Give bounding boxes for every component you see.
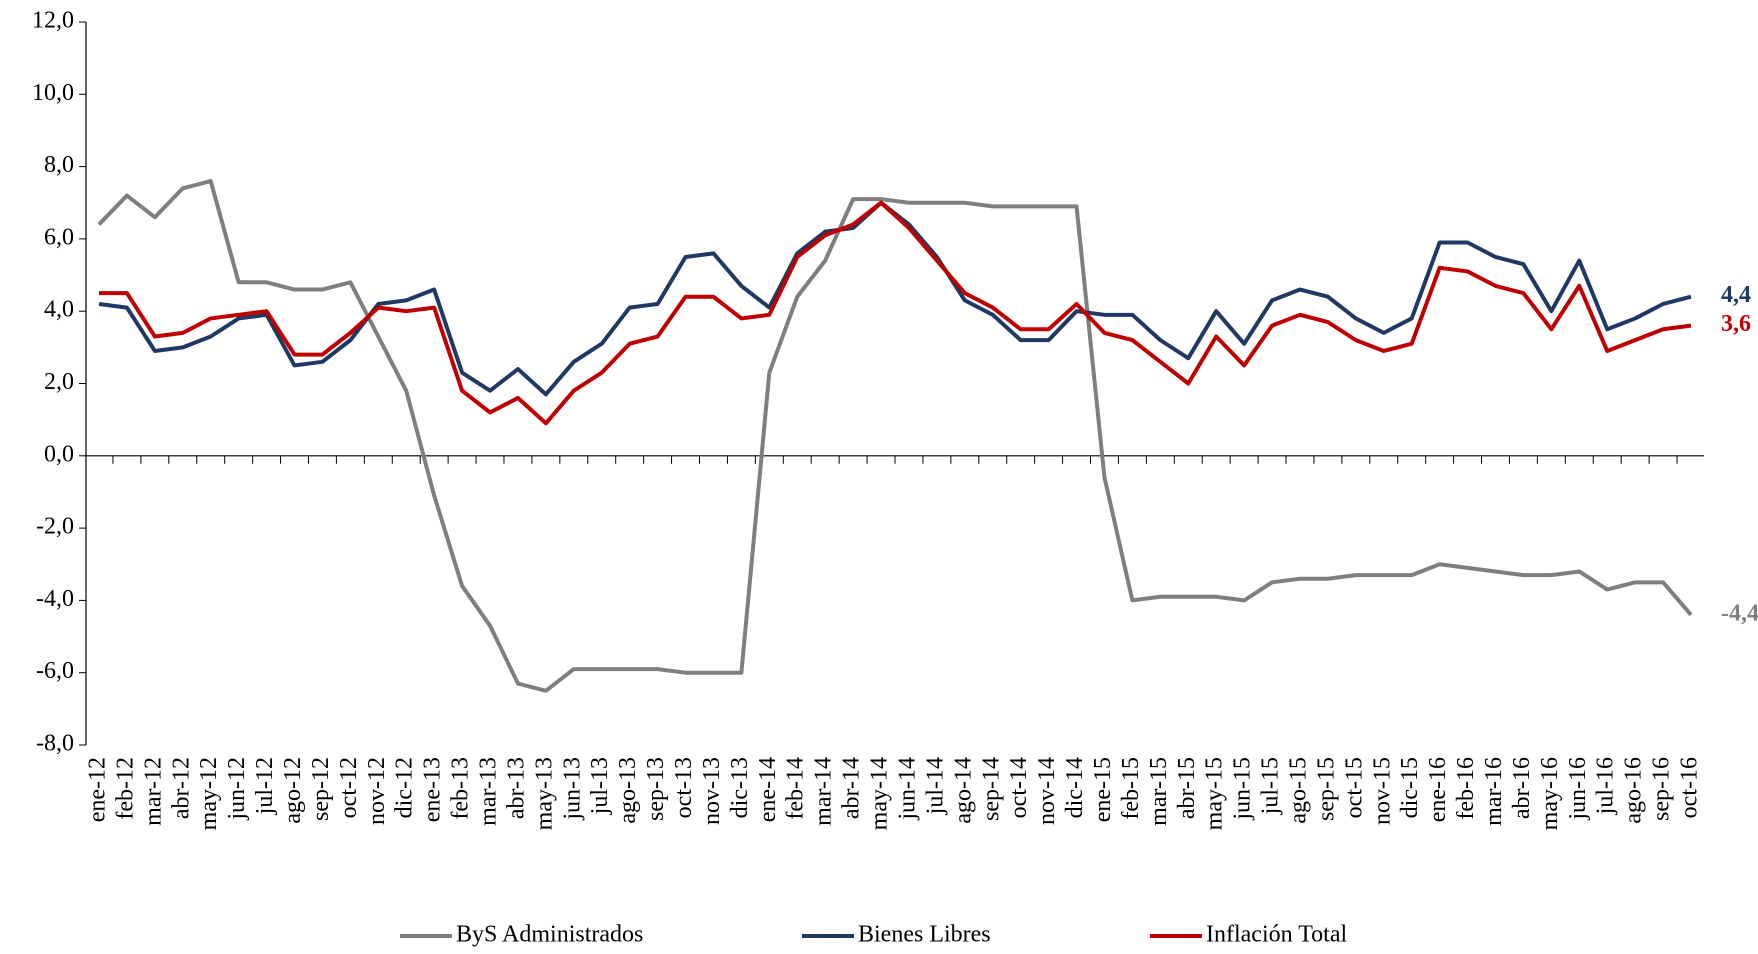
x-tick-label: dic-15	[1397, 757, 1423, 818]
x-tick-label: ago-13	[615, 757, 641, 824]
x-tick-label: ago-16	[1621, 757, 1647, 824]
series-line	[99, 200, 1692, 426]
x-tick-label: jun-14	[894, 757, 920, 821]
x-tick-label: sep-14	[978, 757, 1004, 821]
y-tick-label: 2,0	[44, 369, 74, 395]
x-tick-label: nov-14	[1034, 757, 1060, 825]
x-tick-label: mar-16	[1481, 757, 1507, 826]
x-tick-label: jul-16	[1593, 757, 1619, 815]
x-tick-label: feb-14	[783, 757, 809, 820]
x-tick-label: oct-16	[1677, 757, 1703, 818]
x-tick-label: ene-15	[1090, 757, 1116, 822]
y-tick-label: 0,0	[44, 441, 74, 467]
x-tick-label: ago-15	[1285, 757, 1311, 824]
x-tick-label: ago-12	[280, 757, 306, 824]
x-tick-label: jun-12	[224, 757, 250, 821]
x-tick-label: mar-14	[811, 757, 837, 826]
y-tick-label: 8,0	[44, 152, 74, 178]
x-tick-label: ago-14	[950, 757, 976, 824]
x-tick-label: ene-16	[1425, 757, 1451, 822]
x-tick-label: abr-16	[1509, 757, 1535, 819]
x-tick-label: mar-13	[476, 757, 502, 826]
y-tick-label: 10,0	[32, 80, 74, 106]
y-tick-label: -4,0	[36, 586, 74, 612]
x-tick-label: sep-16	[1649, 757, 1675, 821]
x-tick-label: sep-13	[643, 757, 669, 821]
y-tick-label: -2,0	[36, 514, 74, 540]
y-tick-label: 6,0	[44, 224, 74, 250]
x-tick-label: jul-15	[1258, 757, 1284, 815]
x-tick-label: feb-12	[112, 757, 138, 820]
end-label: 4,4	[1721, 282, 1751, 308]
y-tick-label: -6,0	[36, 658, 74, 684]
x-tick-label: dic-12	[392, 757, 418, 818]
x-tick-label: abr-14	[839, 757, 865, 819]
x-tick-label: jun-13	[559, 757, 585, 821]
legend-label: ByS Administrados	[456, 922, 643, 948]
x-tick-label: ene-14	[755, 757, 781, 822]
x-tick-label: feb-15	[1118, 757, 1144, 820]
x-tick-label: oct-15	[1341, 757, 1367, 818]
x-tick-label: abr-13	[503, 757, 529, 819]
x-tick-label: feb-16	[1453, 757, 1479, 820]
x-tick-label: may-13	[531, 757, 557, 830]
series-line	[97, 179, 1693, 693]
x-tick-label: jun-15	[1230, 757, 1256, 821]
x-tick-label: oct-14	[1006, 757, 1032, 818]
x-tick-label: oct-13	[671, 757, 697, 818]
x-tick-label: ene-12	[85, 757, 111, 822]
y-tick-label: 12,0	[32, 8, 74, 34]
x-tick-label: may-14	[867, 757, 893, 830]
legend-label: Inflación Total	[1206, 922, 1347, 948]
x-tick-label: feb-13	[448, 757, 474, 820]
x-tick-label: mar-15	[1146, 757, 1172, 826]
x-tick-label: nov-12	[364, 757, 390, 825]
x-tick-label: dic-13	[727, 757, 753, 818]
legend-label: Bienes Libres	[858, 922, 991, 948]
x-tick-label: mar-12	[140, 757, 166, 826]
x-tick-label: dic-14	[1062, 757, 1088, 818]
x-tick-label: may-12	[196, 757, 222, 830]
end-label: -4,4	[1721, 600, 1758, 626]
y-tick-label: 4,0	[44, 297, 74, 323]
x-tick-label: oct-12	[336, 757, 362, 818]
x-tick-label: jul-13	[587, 757, 613, 815]
x-tick-label: jul-12	[252, 757, 278, 815]
x-tick-label: ene-13	[420, 757, 446, 822]
x-tick-label: nov-15	[1369, 757, 1395, 825]
x-tick-label: jul-14	[922, 757, 948, 815]
x-tick-label: abr-15	[1174, 757, 1200, 819]
y-tick-label: -8,0	[36, 731, 74, 757]
x-tick-label: sep-12	[308, 757, 334, 821]
x-tick-label: may-15	[1202, 757, 1228, 830]
x-tick-label: nov-13	[699, 757, 725, 825]
x-tick-label: jun-16	[1565, 757, 1591, 821]
x-tick-label: sep-15	[1313, 757, 1339, 821]
series-line	[98, 200, 1692, 397]
x-tick-label: may-16	[1537, 757, 1563, 830]
x-tick-label: abr-12	[168, 757, 194, 819]
end-label: 3,6	[1721, 311, 1751, 337]
